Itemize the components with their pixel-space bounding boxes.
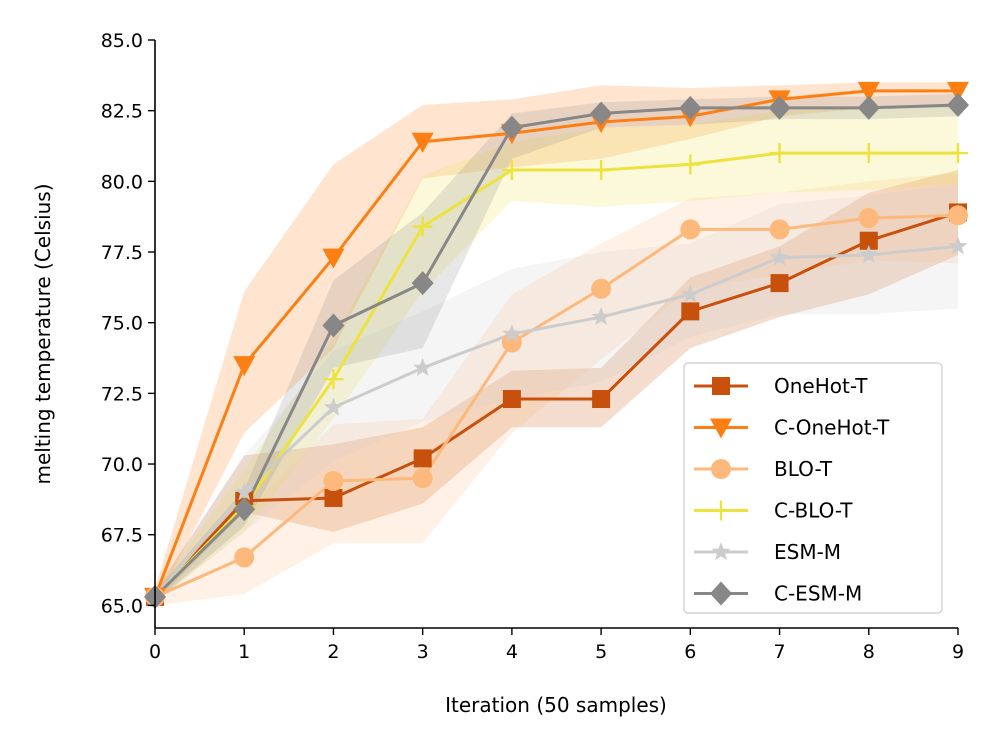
point-esm-m [948, 236, 968, 255]
point-c-onehot-t [322, 248, 345, 269]
band-c-blo-t [155, 105, 958, 603]
point-c-blo-t [769, 143, 790, 164]
point-c-blo-t [948, 143, 968, 164]
legend-marker-c-blo-t [711, 500, 731, 521]
x-tick-label: 7 [774, 641, 786, 663]
point-c-esm-m [768, 95, 791, 120]
legend-frame [683, 362, 943, 614]
point-c-blo-t [858, 143, 879, 164]
band-blo-t [155, 172, 958, 606]
series-markers [144, 81, 969, 609]
point-c-blo-t [591, 160, 612, 181]
legend-marker-onehot-t [712, 377, 730, 395]
series-lines [153, 89, 959, 599]
y-tick-label: 80.0 [101, 171, 143, 193]
point-blo-t [323, 471, 344, 491]
x-tick-label: 4 [506, 641, 518, 663]
line-c-esm-m [153, 103, 959, 598]
point-c-blo-t [412, 216, 433, 237]
point-onehot-t [413, 449, 432, 468]
x-tick-label: 2 [327, 641, 339, 663]
legend-marker-c-onehot-t [710, 418, 732, 439]
axes: 0 1 2 3 4 5 6 7 8 9 65.0 67.5 70.0 72.5 75.0 77.5 80.0 8… [101, 30, 964, 663]
point-blo-t [591, 278, 612, 299]
point-esm-m [859, 244, 879, 263]
legend-marker-esm-m [711, 542, 731, 561]
y-tick-label: 67.5 [101, 525, 143, 547]
x-ticks: 0 1 2 3 4 5 6 7 8 9 [149, 628, 964, 663]
x-tick-label: 3 [417, 641, 429, 663]
legend-marker-c-esm-m [710, 581, 732, 606]
point-esm-m [502, 324, 522, 343]
legend-label-esm-m: ESM-M [774, 540, 841, 564]
legend-label-c-onehot-t: C-OneHot-T [774, 416, 890, 440]
y-tick-label: 85.0 [101, 30, 143, 52]
y-axis-label: melting temperature (Celsius) [31, 183, 55, 484]
point-c-esm-m [233, 497, 256, 522]
point-onehot-t [324, 488, 343, 507]
point-esm-m [323, 397, 343, 416]
legend-label-c-esm-m: C-ESM-M [774, 582, 862, 606]
point-c-onehot-t [947, 81, 969, 102]
legend-marker-blo-t [711, 459, 731, 479]
band-onehot-t [155, 170, 958, 603]
y-tick-label: 77.5 [101, 242, 143, 264]
point-c-esm-m [322, 313, 345, 338]
point-esm-m [591, 307, 611, 326]
point-blo-t [948, 205, 968, 226]
point-c-onehot-t [411, 132, 434, 153]
y-tick-label: 82.5 [101, 101, 143, 123]
line-c-blo-t [153, 151, 958, 598]
point-c-onehot-t [857, 81, 880, 102]
y-tick-label: 70.0 [101, 454, 143, 476]
point-c-esm-m [590, 101, 613, 126]
point-esm-m [413, 357, 433, 377]
band-c-onehot-t [155, 82, 958, 606]
x-axis-label: Iteration (50 samples) [445, 693, 667, 717]
point-onehot-t [770, 274, 789, 293]
point-c-esm-m [500, 115, 523, 140]
point-esm-m [234, 482, 254, 501]
y-tick-label: 72.5 [101, 383, 143, 405]
point-c-blo-t [680, 154, 701, 175]
x-tick-label: 5 [595, 641, 607, 663]
x-tick-label: 0 [149, 641, 161, 663]
y-tick-label: 65.0 [101, 595, 143, 617]
x-tick-label: 6 [684, 641, 696, 663]
point-c-esm-m [411, 271, 434, 296]
point-c-blo-t [501, 160, 522, 181]
y-ticks: 65.0 67.5 70.0 72.5 75.0 77.5 80.0 82.5 85.0 [101, 30, 155, 617]
legend: OneHot-T C-OneHot-T BLO-T C-BLO-T ESM-M C-ESM… [683, 362, 943, 614]
point-c-esm-m [857, 95, 880, 120]
legend-label-blo-t: BLO-T [774, 457, 833, 481]
point-blo-t [234, 547, 255, 568]
x-tick-label: 8 [863, 641, 875, 663]
point-onehot-t [681, 302, 700, 321]
band-c-esm-m [155, 93, 958, 603]
point-onehot-t [502, 390, 521, 409]
point-blo-t [680, 219, 701, 240]
line-onehot-t [153, 211, 959, 598]
point-onehot-t [592, 390, 611, 409]
point-c-esm-m [679, 95, 702, 120]
point-c-onehot-t [233, 356, 256, 377]
point-blo-t [769, 219, 790, 240]
legend-label-c-blo-t: C-BLO-T [774, 499, 853, 523]
point-onehot-t [859, 231, 878, 250]
point-esm-m [680, 284, 700, 303]
line-c-onehot-t [153, 89, 958, 598]
line-esm-m [153, 244, 959, 598]
point-blo-t [412, 468, 433, 489]
point-c-blo-t [323, 369, 344, 390]
point-blo-t [858, 208, 879, 229]
point-blo-t [501, 332, 522, 353]
line-blo-t [154, 213, 959, 599]
legend-label-onehot-t: OneHot-T [774, 374, 868, 398]
x-tick-label: 1 [238, 641, 250, 663]
y-tick-label: 75.0 [101, 313, 143, 335]
x-tick-label: 9 [952, 641, 964, 663]
point-esm-m [770, 247, 790, 266]
point-c-esm-m [947, 93, 969, 118]
